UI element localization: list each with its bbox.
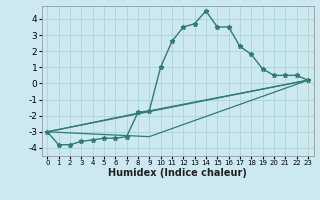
X-axis label: Humidex (Indice chaleur): Humidex (Indice chaleur) — [108, 168, 247, 178]
